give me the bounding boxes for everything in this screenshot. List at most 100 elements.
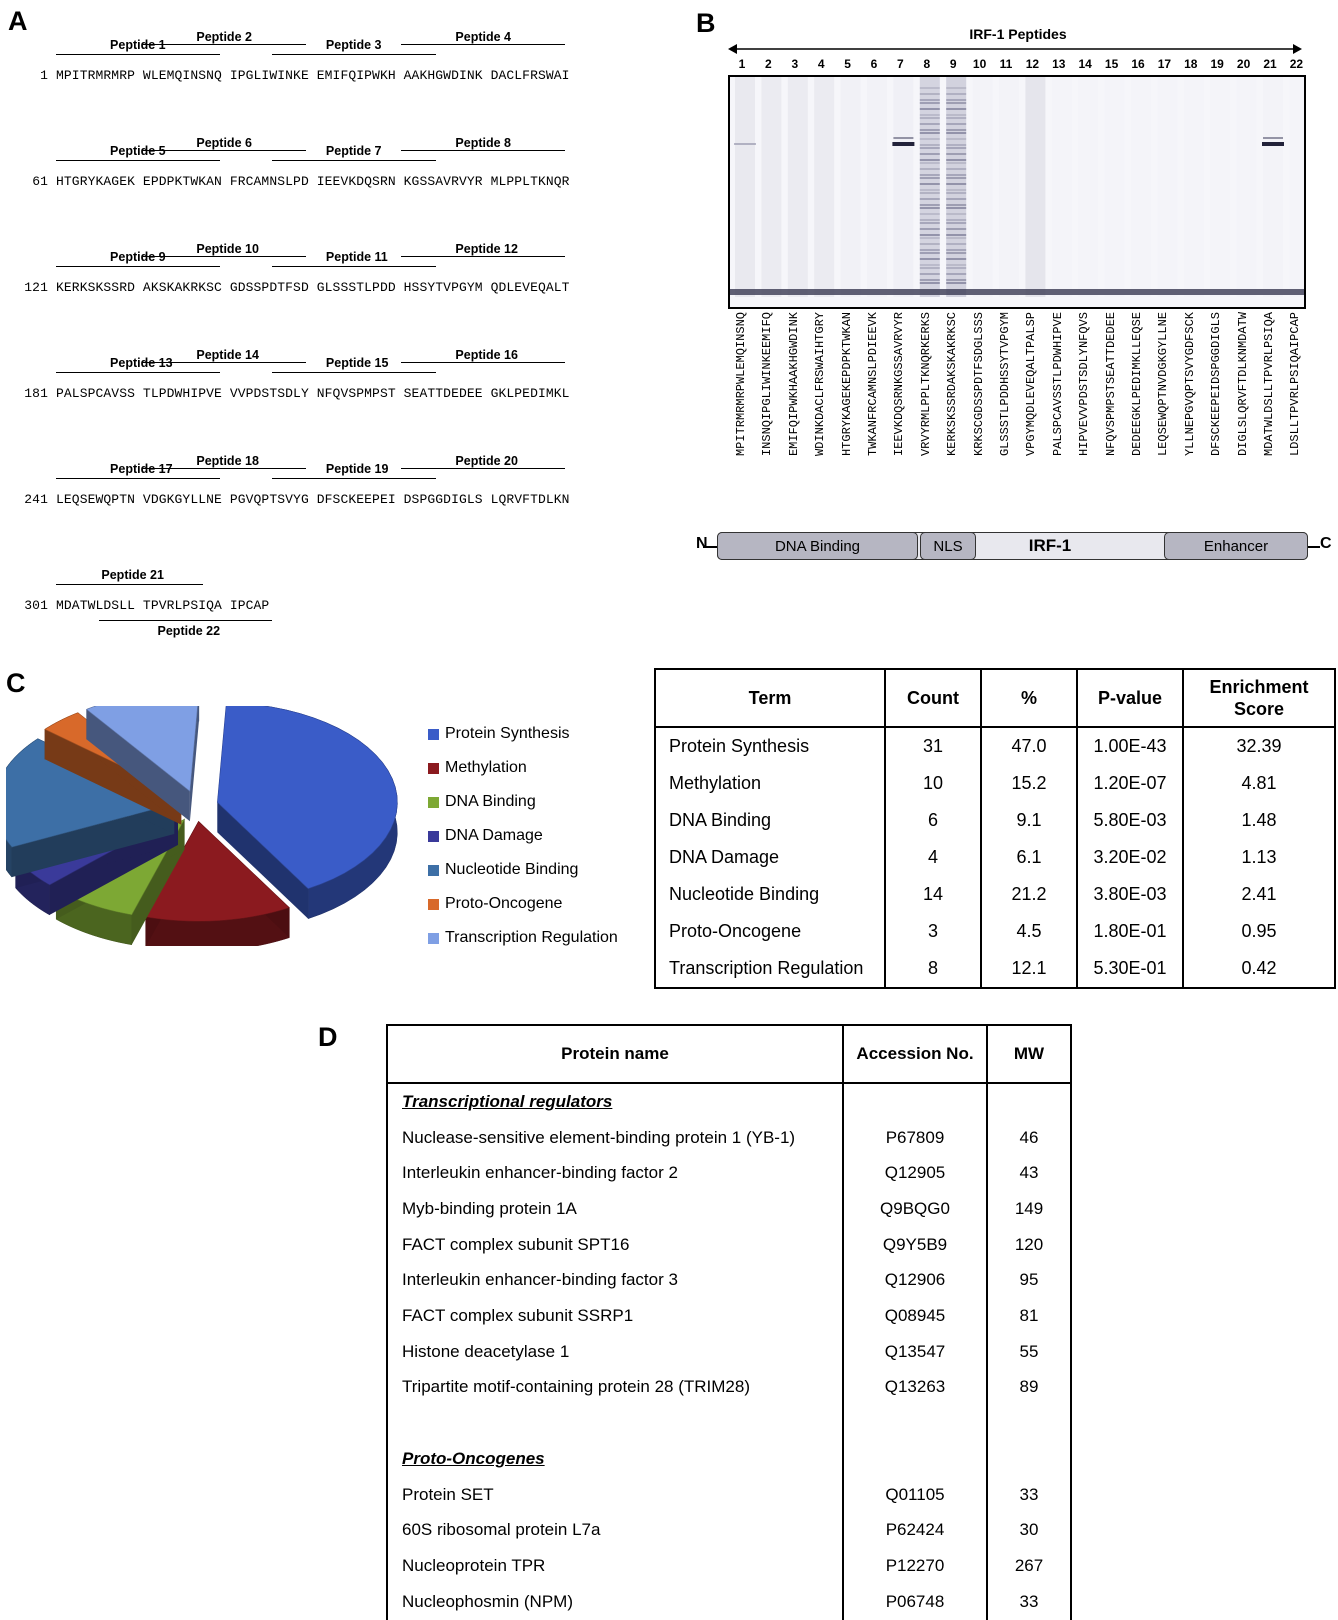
peptide-coverage-line — [271, 54, 436, 55]
peptide-label: Peptide 1 — [110, 38, 166, 52]
accession-cell: P67809 — [842, 1119, 988, 1156]
peptide-sequence-label: YLLNEPGVQPTSVYGDFSCK — [1182, 312, 1197, 457]
peptide-sequence-label: EMIFQIPWKHAAKHGWDINK — [786, 312, 801, 457]
gel-band — [946, 237, 967, 239]
empty-cell — [986, 1083, 1072, 1120]
gel-band — [919, 252, 940, 254]
gel-lane-smear — [1131, 77, 1151, 297]
protein-row: 60S ribosomal protein L7a P62424 30 — [386, 1512, 1072, 1549]
protein-row: Nuclease-sensitive element-binding prote… — [386, 1119, 1072, 1156]
c-terminus-line — [1308, 546, 1320, 548]
peptide-label: Peptide 2 — [196, 30, 252, 44]
peptide-coverage-line — [401, 150, 566, 151]
protein-name-cell: Nucleoprotein TPR — [386, 1548, 844, 1584]
gel-band — [946, 87, 967, 89]
gel-band — [919, 174, 940, 176]
gel-dye-front — [730, 289, 1304, 295]
protein-row: Interleukin enhancer-binding factor 2 Q12… — [386, 1155, 1072, 1192]
empty-cell — [842, 1083, 988, 1120]
residue-number: 241 — [24, 492, 48, 507]
gel-band — [919, 282, 940, 284]
gel-band — [946, 267, 967, 269]
count-cell: 6 — [884, 802, 982, 839]
peptide-label: Peptide 22 — [157, 624, 221, 638]
legend-label: Nucleotide Binding — [445, 861, 579, 878]
gel-band — [946, 177, 967, 179]
residue-sequence: LEQSEWQPTN VDGKGYLLNE PGVQPTSVYG DFSCKEE… — [56, 492, 570, 507]
gel-band — [919, 123, 940, 125]
peptide-label: Peptide 16 — [455, 348, 518, 362]
header-enrichment-score: Enrichment Score — [1182, 668, 1336, 728]
gel-band — [919, 192, 940, 194]
panel-label-c: C — [6, 668, 26, 698]
accession-cell: P06748 — [842, 1583, 988, 1620]
protein-name-cell: Interleukin enhancer-binding factor 3 — [386, 1262, 844, 1299]
sequence-row: 121 KERKSKSSRD AKSKAKRKSC GDSSPDTFSD GLSS… — [8, 280, 570, 295]
enrichment-row: Transcription Regulation 8 12.1 5.30E-01 0.4… — [654, 950, 1336, 988]
peptide-label: Peptide 3 — [325, 38, 382, 52]
peptide-coverage-line — [142, 362, 307, 363]
gel-band — [919, 129, 940, 131]
mw-cell: 95 — [986, 1262, 1072, 1299]
enrichment-score-cell: 1.13 — [1182, 839, 1336, 876]
gel-band — [946, 252, 967, 254]
percent-cell: 9.1 — [980, 802, 1078, 839]
peptide-coverage-line — [56, 372, 221, 373]
gel-band — [919, 87, 940, 89]
gel-band — [734, 143, 756, 145]
gel-band — [919, 264, 940, 266]
nls-label: NLS — [933, 537, 963, 555]
protein-name-cell: FACT complex subunit SPT16 — [386, 1226, 844, 1263]
gel-band — [919, 117, 940, 119]
residue-number: 181 — [24, 386, 48, 401]
sequence-row: 1 MPITRMRMRP WLEMQINSNQ IPGLIWINKE EMIFQI… — [8, 68, 570, 83]
peptide-coverage-line — [401, 256, 566, 257]
p-value-cell: 5.80E-03 — [1076, 802, 1184, 839]
peptide-sequence-label: MPITRMRMRPWLEMQINSNQ — [734, 312, 748, 457]
gel-band — [919, 198, 940, 200]
residue-sequence: MPITRMRMRP WLEMQINSNQ IPGLIWINKE EMIFQIP… — [56, 68, 570, 83]
peptide-sequence-label: NFQVSPMPSTSEATTDEDEE — [1103, 312, 1118, 457]
gel-band — [946, 189, 967, 191]
residue-sequence: MDATWLDSLL TPVRLPSIQA IPCAP — [56, 598, 270, 613]
lane-number: 10 — [972, 57, 987, 71]
gel-band — [946, 153, 967, 155]
gel-band — [919, 147, 940, 149]
peptide-coverage-line — [271, 160, 436, 161]
legend-swatch — [428, 728, 439, 740]
count-cell: 3 — [884, 913, 982, 950]
enrichment-table-header: Term Count % P-value Enrichment Score — [654, 668, 1336, 728]
peptide-sequence-label: HIPVEVVPDSTSDLYNFQVS — [1077, 312, 1092, 457]
gel-band — [946, 228, 967, 230]
lane-number: 12 — [1025, 57, 1040, 71]
protein-row: Nucleophosmin (NPM) P06748 33 — [386, 1583, 1072, 1620]
lane-number: 14 — [1078, 57, 1092, 71]
header-term: Term — [654, 668, 886, 728]
section-header-row: Transcriptional regulators — [386, 1083, 1072, 1120]
gel-lane-smear — [999, 77, 1019, 297]
gel-band — [946, 207, 967, 209]
peptide-coverage-line — [142, 150, 307, 151]
gel-lane-smear — [735, 77, 755, 297]
gel-band — [946, 198, 967, 200]
peptide-coverage-line — [401, 468, 566, 469]
gel-lane-smear — [1078, 77, 1098, 297]
accession-cell: Q01105 — [842, 1476, 988, 1513]
protein-name-cell: Histone deacetylase 1 — [386, 1333, 844, 1370]
sequence-row: 241 LEQSEWQPTN VDGKGYLLNE PGVQPTSVYG DFSC… — [8, 492, 570, 507]
dna-binding-domain: DNA Binding — [717, 532, 918, 560]
protein-row: FACT complex subunit SPT16 Q9Y5B9 120 — [386, 1226, 1072, 1263]
gel-band — [946, 159, 967, 161]
residue-sequence: KERKSKSSRD AKSKAKRKSC GDSSPDTFSD GLSSSTL… — [56, 280, 570, 295]
enhancer-domain: Enhancer — [1164, 532, 1308, 560]
enrichment-row: Nucleotide Binding 14 21.2 3.80E-03 2.41 — [654, 876, 1336, 913]
gel-lane-smear — [1263, 77, 1283, 297]
mw-cell: 89 — [986, 1369, 1072, 1406]
peptide-coverage-line — [142, 256, 307, 257]
accession-cell: Q13547 — [842, 1333, 988, 1370]
gel-band — [919, 243, 940, 245]
gel-band — [919, 207, 940, 209]
gel-band — [919, 159, 940, 161]
gel-band — [919, 93, 940, 95]
gel-lane-smear — [893, 77, 914, 297]
